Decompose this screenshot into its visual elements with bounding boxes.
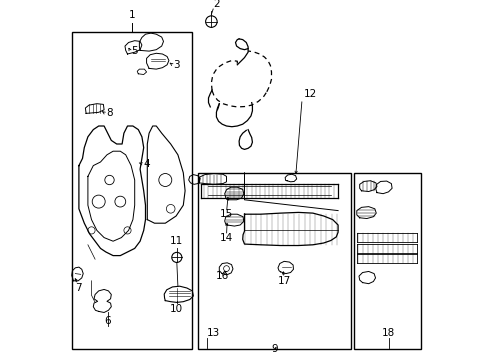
Bar [354,173,420,349]
Text: 18: 18 [381,328,394,338]
Bar [197,173,350,349]
Text: 4: 4 [142,159,149,169]
Text: 17: 17 [277,276,290,286]
Text: 11: 11 [170,236,183,246]
Bar [72,32,192,349]
Text: 14: 14 [220,233,233,243]
Text: 12: 12 [303,89,317,99]
Text: 9: 9 [271,343,278,354]
Text: 16: 16 [215,271,228,281]
Text: 7: 7 [75,283,82,293]
Text: 1: 1 [129,10,135,20]
Text: 2: 2 [213,0,219,9]
Text: 10: 10 [170,304,183,314]
Text: 15: 15 [220,209,233,219]
Text: 8: 8 [106,108,112,118]
Text: 5: 5 [131,46,138,56]
Text: 6: 6 [104,316,111,326]
Text: 3: 3 [173,60,180,70]
Text: 13: 13 [206,328,220,338]
